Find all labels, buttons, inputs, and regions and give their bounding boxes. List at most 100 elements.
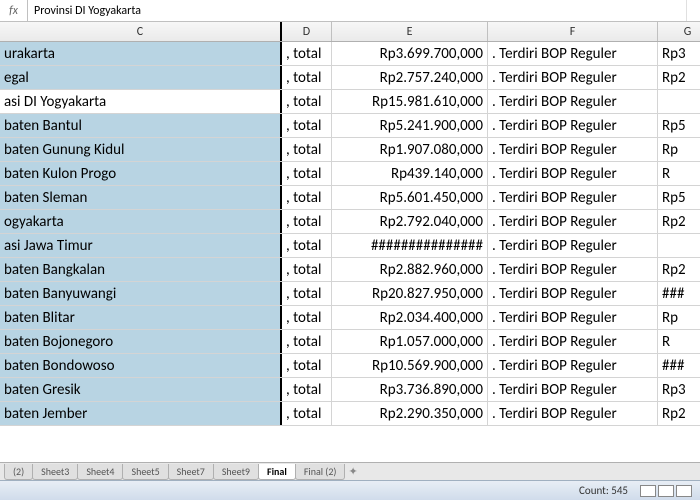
- cell[interactable]: Rp5: [658, 186, 700, 209]
- sheet-tab[interactable]: (2): [4, 464, 33, 480]
- cell[interactable]: ###: [658, 282, 700, 305]
- cell[interactable]: . Terdiri BOP Reguler: [488, 378, 658, 401]
- table-row[interactable]: baten Bangkalan, totalRp2.882.960,000. T…: [0, 258, 700, 282]
- cell[interactable]: . Terdiri BOP Reguler: [488, 258, 658, 281]
- table-row[interactable]: asi Jawa Timur, total###############. Te…: [0, 234, 700, 258]
- table-row[interactable]: baten Bojonegoro, totalRp1.057.000,000. …: [0, 330, 700, 354]
- cell[interactable]: Rp3: [658, 42, 700, 65]
- view-break-icon[interactable]: [676, 485, 692, 497]
- table-row[interactable]: baten Kulon Progo, totalRp439.140,000. T…: [0, 162, 700, 186]
- table-row[interactable]: baten Banyuwangi, totalRp20.827.950,000.…: [0, 282, 700, 306]
- cell[interactable]: Rp3: [658, 378, 700, 401]
- table-row[interactable]: baten Bantul, totalRp5.241.900,000. Terd…: [0, 114, 700, 138]
- cell[interactable]: baten Banyuwangi: [0, 282, 282, 305]
- cell[interactable]: asi DI Yogyakarta: [0, 90, 282, 113]
- sheet-tab[interactable]: Sheet5: [122, 464, 168, 480]
- cell[interactable]: urakarta: [0, 42, 282, 65]
- cell[interactable]: . Terdiri BOP Reguler: [488, 186, 658, 209]
- cell[interactable]: , total: [282, 402, 332, 425]
- cell[interactable]: , total: [282, 42, 332, 65]
- add-sheet-icon[interactable]: ✦: [348, 465, 357, 478]
- cell[interactable]: Rp2.034.400,000: [332, 306, 488, 329]
- cell[interactable]: . Terdiri BOP Reguler: [488, 354, 658, 377]
- table-row[interactable]: baten Blitar, totalRp2.034.400,000. Terd…: [0, 306, 700, 330]
- cell[interactable]: Rp2.882.960,000: [332, 258, 488, 281]
- cell[interactable]: [658, 234, 700, 257]
- cell[interactable]: Rp5.241.900,000: [332, 114, 488, 137]
- cell[interactable]: , total: [282, 114, 332, 137]
- column-header-G[interactable]: G: [658, 22, 700, 41]
- table-row[interactable]: baten Jember, totalRp2.290.350,000. Terd…: [0, 402, 700, 426]
- cell[interactable]: Rp10.569.900,000: [332, 354, 488, 377]
- table-row[interactable]: ogyakarta, totalRp2.792.040,000. Terdiri…: [0, 210, 700, 234]
- cell[interactable]: , total: [282, 330, 332, 353]
- cell[interactable]: , total: [282, 282, 332, 305]
- sheet-tab[interactable]: Sheet9: [213, 464, 259, 480]
- cell[interactable]: Rp3.699.700,000: [332, 42, 488, 65]
- sheet-tab[interactable]: Sheet7: [168, 464, 214, 480]
- table-row[interactable]: urakarta, totalRp3.699.700,000. Terdiri …: [0, 42, 700, 66]
- table-row[interactable]: baten Gresik, totalRp3.736.890,000. Terd…: [0, 378, 700, 402]
- cell[interactable]: ###: [658, 354, 700, 377]
- view-normal-icon[interactable]: [640, 485, 656, 497]
- cell[interactable]: . Terdiri BOP Reguler: [488, 66, 658, 89]
- cell[interactable]: Rp20.827.950,000: [332, 282, 488, 305]
- cell[interactable]: R: [658, 330, 700, 353]
- cell[interactable]: . Terdiri BOP Reguler: [488, 402, 658, 425]
- view-layout-icon[interactable]: [658, 485, 674, 497]
- cell[interactable]: baten Jember: [0, 402, 282, 425]
- cell[interactable]: , total: [282, 90, 332, 113]
- cell[interactable]: egal: [0, 66, 282, 89]
- cell[interactable]: , total: [282, 138, 332, 161]
- table-row[interactable]: baten Sleman, totalRp5.601.450,000. Terd…: [0, 186, 700, 210]
- cell[interactable]: Rp1.057.000,000: [332, 330, 488, 353]
- cell[interactable]: Rp1.907.080,000: [332, 138, 488, 161]
- cell[interactable]: , total: [282, 210, 332, 233]
- cell[interactable]: , total: [282, 186, 332, 209]
- cell[interactable]: Rp439.140,000: [332, 162, 488, 185]
- cell[interactable]: . Terdiri BOP Reguler: [488, 234, 658, 257]
- cell[interactable]: baten Blitar: [0, 306, 282, 329]
- cell[interactable]: Rp15.981.610,000: [332, 90, 488, 113]
- cell[interactable]: baten Kulon Progo: [0, 162, 282, 185]
- cell[interactable]: Rp2.757.240,000: [332, 66, 488, 89]
- formula-input[interactable]: [28, 0, 686, 21]
- cell[interactable]: . Terdiri BOP Reguler: [488, 114, 658, 137]
- fx-icon[interactable]: fx: [0, 0, 28, 21]
- cell[interactable]: . Terdiri BOP Reguler: [488, 42, 658, 65]
- cell[interactable]: Rp2: [658, 66, 700, 89]
- cell[interactable]: , total: [282, 234, 332, 257]
- cell[interactable]: , total: [282, 162, 332, 185]
- cell[interactable]: [658, 90, 700, 113]
- cell[interactable]: baten Sleman: [0, 186, 282, 209]
- cell[interactable]: . Terdiri BOP Reguler: [488, 282, 658, 305]
- cell[interactable]: , total: [282, 354, 332, 377]
- cell[interactable]: , total: [282, 378, 332, 401]
- sheet-tab[interactable]: Sheet3: [32, 464, 78, 480]
- cell[interactable]: . Terdiri BOP Reguler: [488, 90, 658, 113]
- table-row[interactable]: asi DI Yogyakarta, totalRp15.981.610,000…: [0, 90, 700, 114]
- cell[interactable]: Rp5: [658, 114, 700, 137]
- cell[interactable]: Rp3.736.890,000: [332, 378, 488, 401]
- cell[interactable]: baten Bojonegoro: [0, 330, 282, 353]
- cell[interactable]: . Terdiri BOP Reguler: [488, 306, 658, 329]
- sheet-tab[interactable]: Final (2): [295, 464, 346, 480]
- spreadsheet-grid[interactable]: CDEFG urakarta, totalRp3.699.700,000. Te…: [0, 22, 700, 462]
- sheet-tab[interactable]: Sheet4: [77, 464, 123, 480]
- formula-bar-expand[interactable]: [686, 0, 700, 21]
- cell[interactable]: baten Gunung Kidul: [0, 138, 282, 161]
- cell[interactable]: Rp: [658, 138, 700, 161]
- cell[interactable]: . Terdiri BOP Reguler: [488, 330, 658, 353]
- cell[interactable]: Rp2.792.040,000: [332, 210, 488, 233]
- table-row[interactable]: baten Bondowoso, totalRp10.569.900,000. …: [0, 354, 700, 378]
- column-header-D[interactable]: D: [282, 22, 332, 41]
- cell[interactable]: Rp2: [658, 402, 700, 425]
- cell[interactable]: baten Bantul: [0, 114, 282, 137]
- cell[interactable]: ogyakarta: [0, 210, 282, 233]
- cell[interactable]: baten Bangkalan: [0, 258, 282, 281]
- table-row[interactable]: egal, totalRp2.757.240,000. Terdiri BOP …: [0, 66, 700, 90]
- cell[interactable]: Rp2: [658, 210, 700, 233]
- cell[interactable]: . Terdiri BOP Reguler: [488, 210, 658, 233]
- cell[interactable]: , total: [282, 258, 332, 281]
- cell[interactable]: Rp2: [658, 258, 700, 281]
